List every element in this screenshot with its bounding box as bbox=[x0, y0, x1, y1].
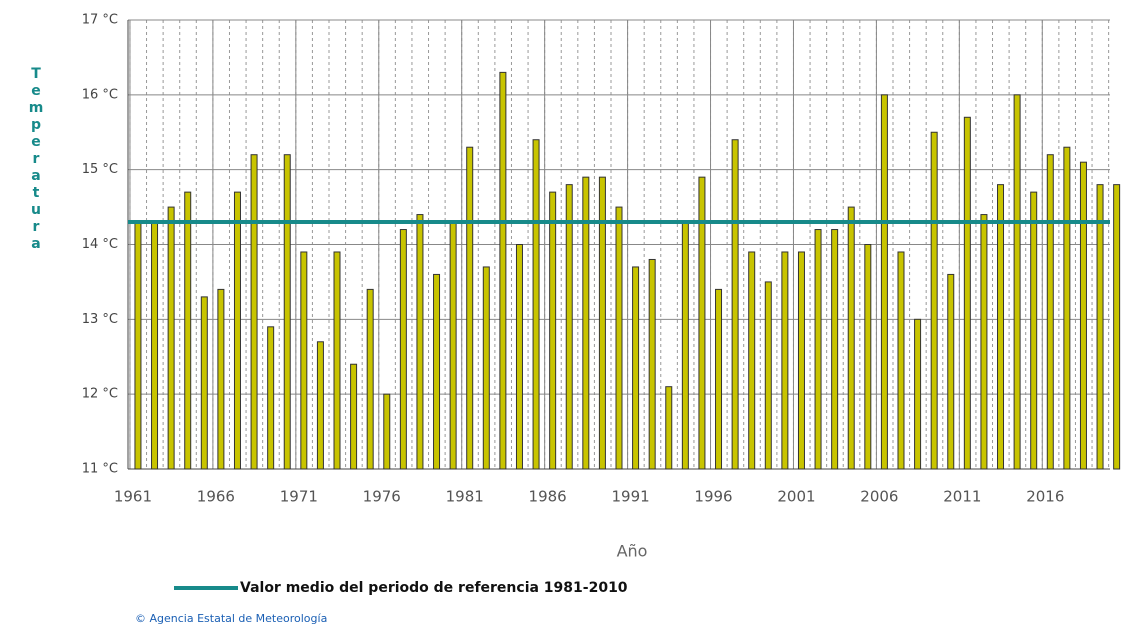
bar bbox=[184, 191, 192, 470]
bar bbox=[797, 251, 805, 470]
bar bbox=[167, 206, 175, 470]
bar bbox=[482, 266, 490, 470]
bar bbox=[698, 176, 706, 470]
x-tick-label: 2006 bbox=[860, 488, 898, 506]
bar bbox=[1113, 184, 1121, 470]
bar bbox=[366, 288, 374, 470]
bar bbox=[316, 341, 324, 470]
bar bbox=[1030, 191, 1038, 470]
y-tick-label: 12 °C bbox=[82, 387, 118, 402]
x-tick-label: 1976 bbox=[363, 488, 401, 506]
bar bbox=[598, 176, 606, 470]
bar bbox=[399, 229, 407, 470]
bar bbox=[134, 221, 142, 470]
bar bbox=[383, 393, 391, 470]
x-tick-label: 1966 bbox=[197, 488, 235, 506]
bar bbox=[549, 191, 557, 470]
bar bbox=[980, 214, 988, 470]
y-tick-label: 15 °C bbox=[82, 162, 118, 177]
bar bbox=[880, 94, 888, 470]
bar bbox=[515, 244, 523, 470]
bar bbox=[814, 229, 822, 470]
bar bbox=[615, 206, 623, 470]
x-tick-label: 1981 bbox=[446, 488, 484, 506]
bar bbox=[847, 206, 855, 470]
y-tick-label: 11 °C bbox=[82, 462, 118, 477]
bar bbox=[764, 281, 772, 470]
bar bbox=[233, 191, 241, 470]
bar bbox=[267, 326, 275, 470]
bar bbox=[864, 244, 872, 470]
bar bbox=[831, 229, 839, 470]
y-tick-label: 17 °C bbox=[82, 13, 118, 28]
x-tick-label: 2016 bbox=[1026, 488, 1064, 506]
bar bbox=[532, 139, 540, 470]
bar bbox=[499, 71, 507, 470]
x-tick-label: 1986 bbox=[529, 488, 567, 506]
bar bbox=[217, 288, 225, 470]
bar bbox=[897, 251, 905, 470]
bar bbox=[648, 258, 656, 470]
bar bbox=[449, 221, 457, 470]
y-tick-label: 13 °C bbox=[82, 312, 118, 327]
bar bbox=[781, 251, 789, 470]
bar bbox=[433, 273, 441, 470]
x-tick-label: 1991 bbox=[611, 488, 649, 506]
bar bbox=[466, 146, 474, 470]
bar bbox=[300, 251, 308, 470]
x-tick-label: 2001 bbox=[777, 488, 815, 506]
bar bbox=[1013, 94, 1021, 470]
bar bbox=[681, 221, 689, 470]
bar bbox=[565, 184, 573, 470]
bar bbox=[283, 154, 291, 470]
bar bbox=[250, 154, 258, 470]
bar bbox=[715, 288, 723, 470]
x-tick-label: 2011 bbox=[943, 488, 981, 506]
bar bbox=[151, 221, 159, 470]
bar bbox=[632, 266, 640, 470]
bar bbox=[1096, 184, 1104, 470]
bar bbox=[914, 318, 922, 470]
x-axis-title: Año bbox=[617, 542, 648, 561]
bar bbox=[947, 273, 955, 470]
bar bbox=[416, 214, 424, 470]
source: © Agencia Estatal de Meteorología bbox=[135, 612, 327, 625]
x-tick-label: 1971 bbox=[280, 488, 318, 506]
y-tick-label: 14 °C bbox=[82, 237, 118, 252]
bar bbox=[200, 296, 208, 470]
bar bbox=[1063, 146, 1071, 470]
bar bbox=[665, 386, 673, 470]
x-tick-label: 1961 bbox=[114, 488, 152, 506]
bar bbox=[333, 251, 341, 470]
bar bbox=[930, 131, 938, 470]
legend-label: Valor medio del periodo de referencia 19… bbox=[240, 580, 628, 596]
bar bbox=[963, 116, 971, 470]
bar bbox=[731, 139, 739, 470]
bar bbox=[1046, 154, 1054, 470]
bar bbox=[350, 363, 358, 470]
y-tick-label: 16 °C bbox=[82, 87, 118, 102]
bar bbox=[1079, 161, 1087, 470]
bar bbox=[748, 251, 756, 470]
bar bbox=[582, 176, 590, 470]
bar bbox=[997, 184, 1005, 470]
y-axis-title: Temperatura bbox=[28, 66, 44, 253]
x-tick-label: 1996 bbox=[694, 488, 732, 506]
